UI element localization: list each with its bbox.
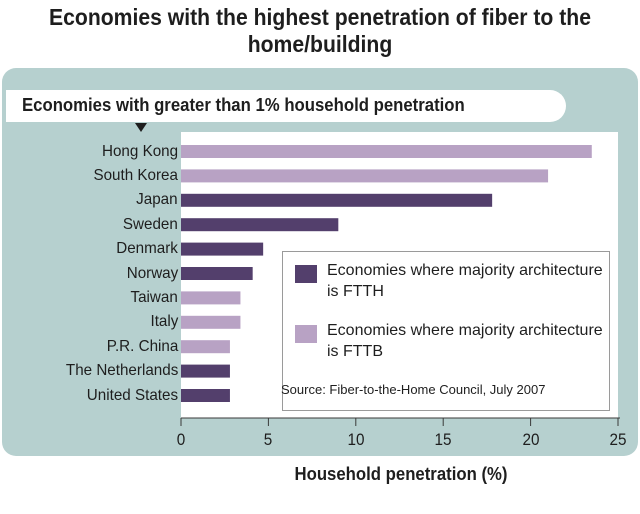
chart-subtitle: Economies with greater than 1% household… [22, 95, 465, 115]
source-note: Source: Fiber-to-the-Home Council, July … [281, 382, 546, 397]
bar-p-r-china [181, 340, 230, 354]
bar-hong-kong [181, 145, 592, 158]
category-label: Hong Kong [101, 142, 178, 160]
category-label: Sweden [123, 215, 178, 233]
x-tick-label: 15 [434, 430, 452, 449]
pointer-icon [135, 123, 147, 132]
bar-united-states [181, 389, 230, 402]
legend-swatch-fttb [295, 325, 317, 343]
category-label: The Netherlands [65, 362, 178, 380]
legend-swatch-ftth [295, 265, 317, 283]
x-axis-label: Household penetration (%) [294, 464, 508, 484]
bar-japan [181, 193, 493, 207]
legend: Economies where majority architecture is… [281, 251, 610, 411]
legend-label-ftth: Economies where majority architecture is… [327, 262, 603, 300]
bar-taiwan [181, 291, 241, 305]
bar-sweden [181, 218, 339, 232]
bar-italy [181, 315, 241, 329]
x-tick-label: 20 [522, 430, 540, 449]
x-tick-label: 0 [176, 430, 186, 449]
bar-denmark [181, 242, 264, 256]
x-tick-label: 10 [347, 430, 365, 449]
category-label: United States [86, 386, 178, 404]
category-label: Japan [136, 191, 178, 209]
x-tick-label: 5 [264, 430, 273, 449]
legend-label-fttb: Economies where majority architecture is… [327, 322, 603, 360]
category-label: Taiwan [130, 288, 178, 306]
category-label: P.R. China [106, 337, 178, 355]
bar-norway [181, 267, 253, 280]
category-label: Denmark [116, 240, 178, 258]
bar-the-netherlands [181, 364, 230, 378]
chart-title: Economies with the highest penetration o… [49, 4, 591, 57]
category-label: South Korea [93, 166, 178, 184]
subtitle-box [6, 90, 566, 122]
x-tick-label: 25 [609, 430, 627, 449]
bar-south-korea [181, 169, 549, 183]
category-label: Italy [150, 313, 178, 331]
category-label: Norway [126, 264, 178, 282]
